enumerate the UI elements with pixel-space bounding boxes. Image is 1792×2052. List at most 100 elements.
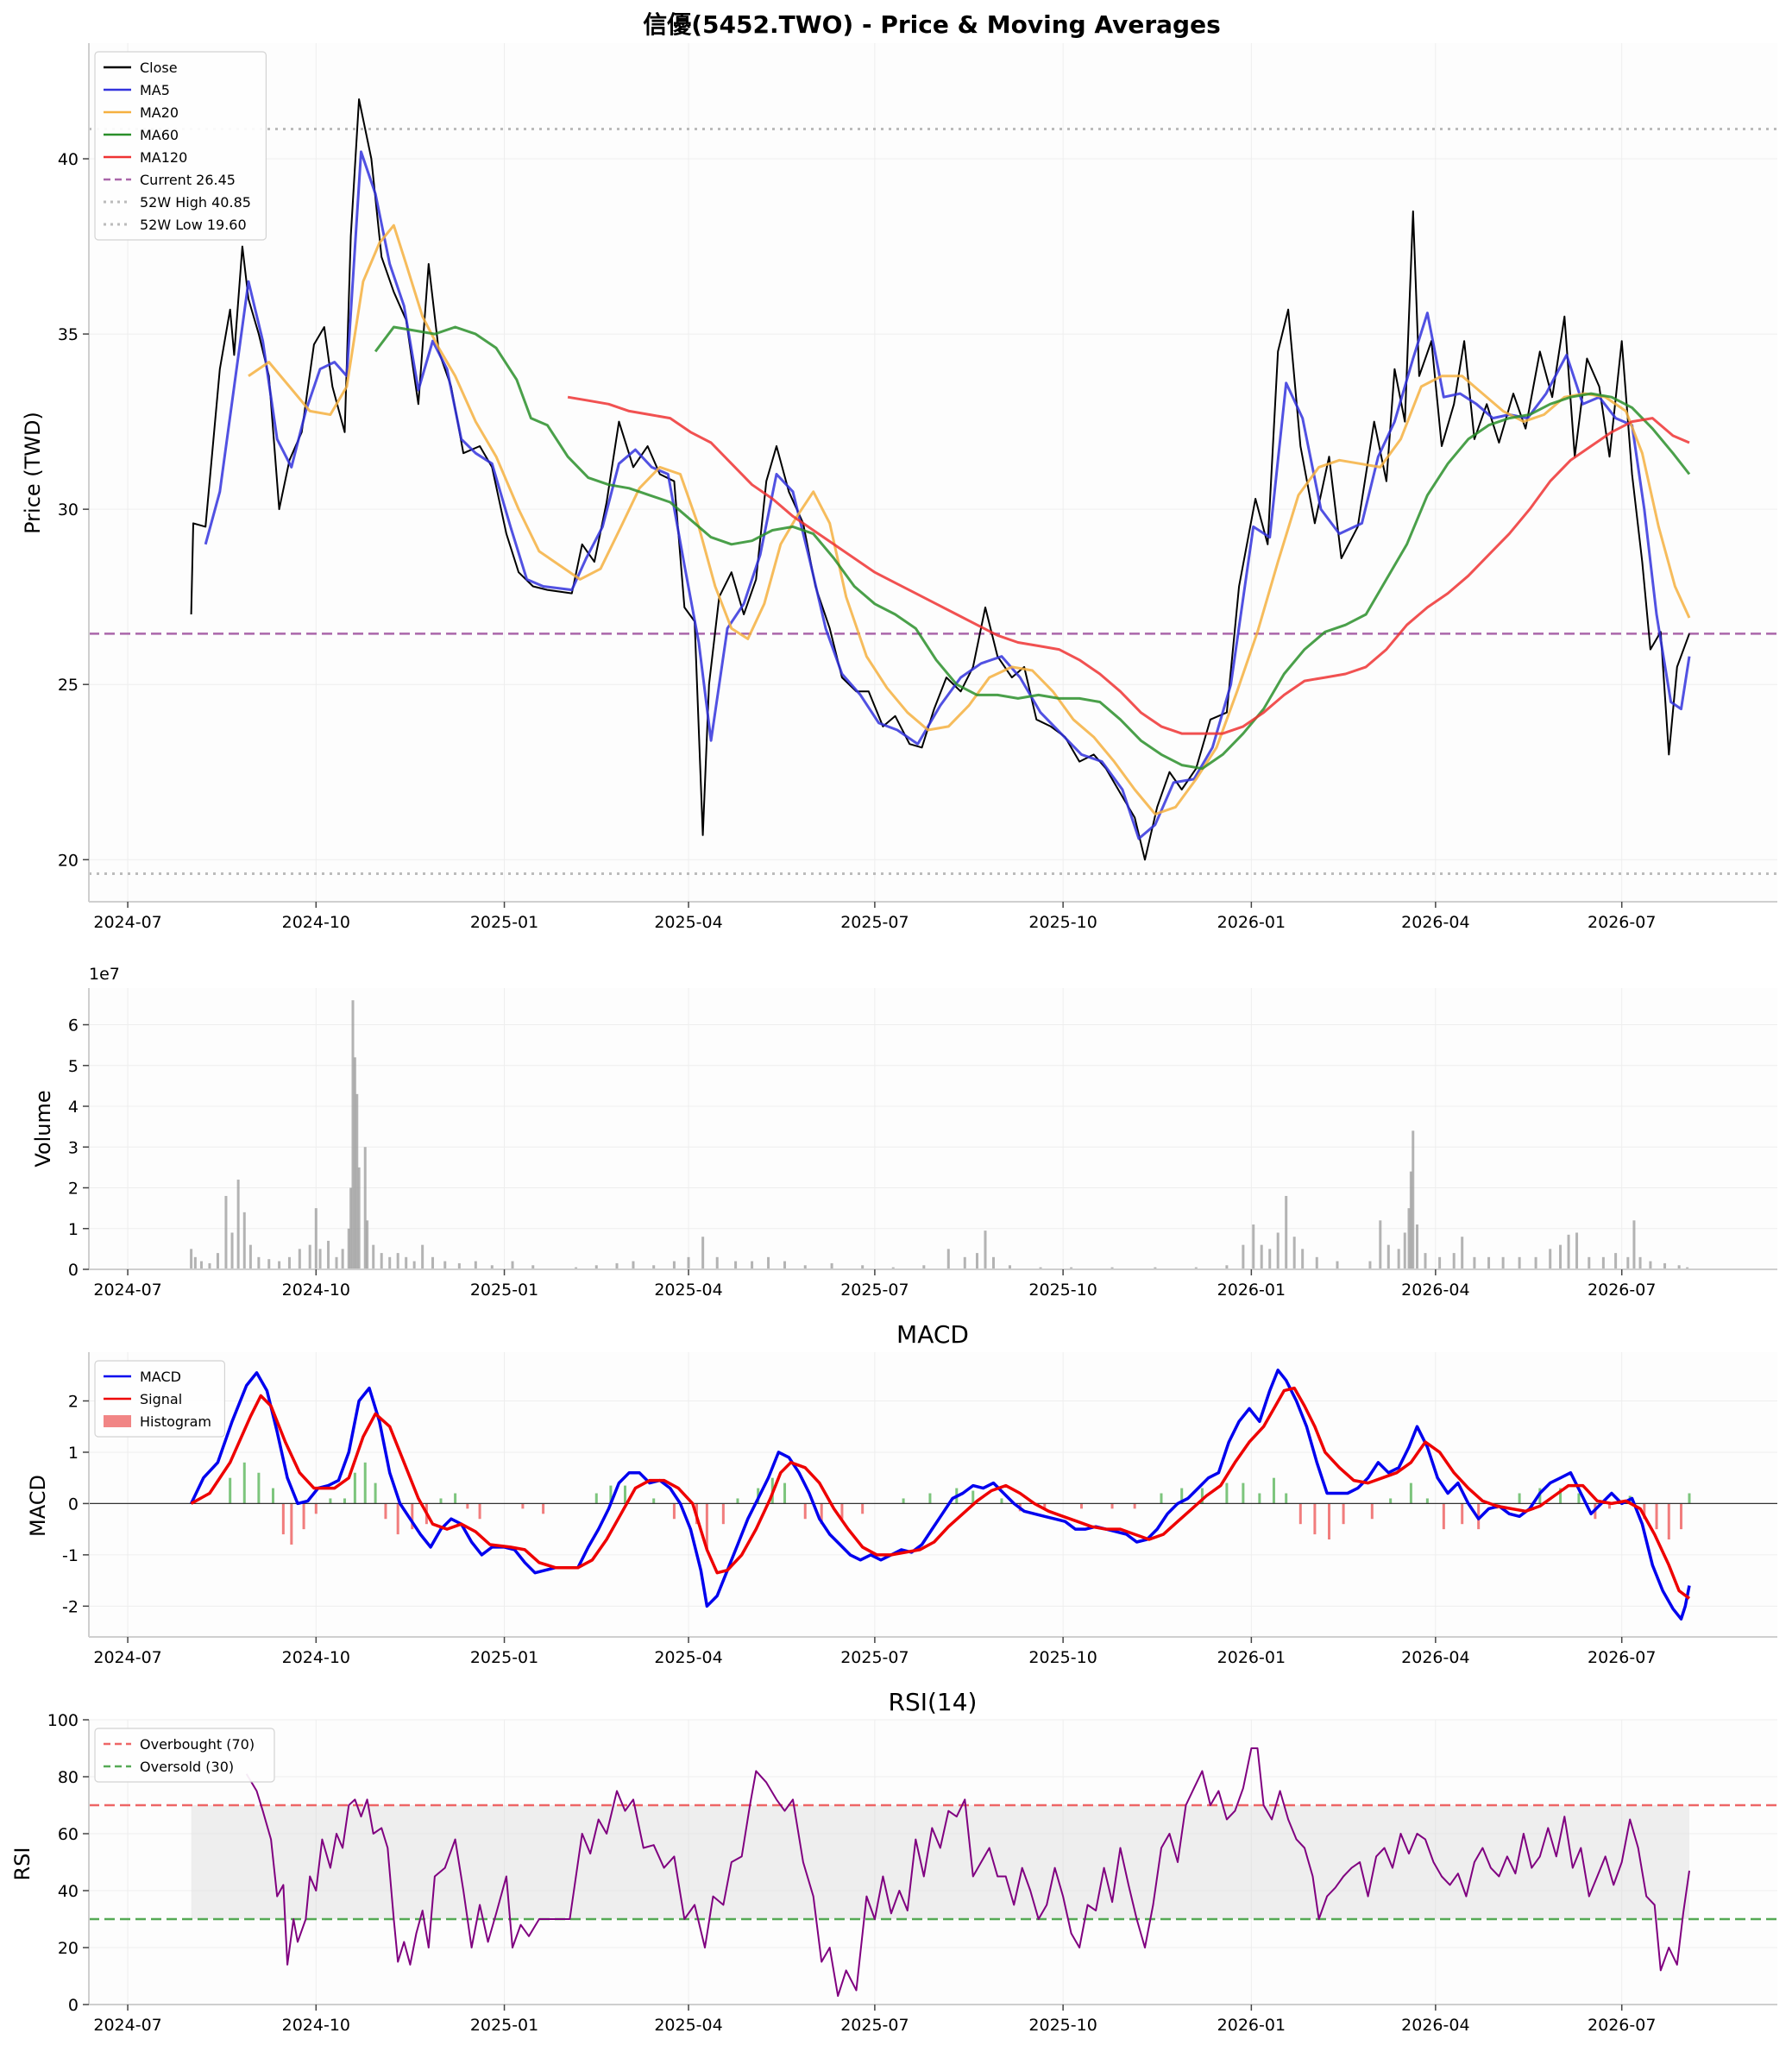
- histogram-bar: [314, 1503, 318, 1514]
- volume-bar: [1575, 1232, 1579, 1269]
- volume-bar: [380, 1253, 383, 1269]
- histogram-bar: [1559, 1488, 1562, 1504]
- x-tick-label: 2024-10: [282, 913, 350, 932]
- histogram-bar: [1285, 1493, 1288, 1504]
- volume-y-ticks: 0 1 2 3 4 5 6: [68, 1017, 89, 1280]
- volume-bar: [257, 1256, 261, 1269]
- volume-bar: [1070, 1267, 1073, 1269]
- rsi-x-ticks: 2024-07 2024-10 2025-01 2025-04 2025-07 2025-…: [93, 2005, 1656, 2035]
- y-tick-label: 1: [68, 1444, 79, 1463]
- histogram-bar: [1079, 1503, 1083, 1509]
- volume-bar: [511, 1261, 514, 1269]
- volume-bar: [412, 1261, 416, 1269]
- histogram-bar: [271, 1488, 274, 1504]
- x-tick-label: 2024-10: [282, 1648, 350, 1667]
- histogram-bar: [257, 1472, 261, 1504]
- volume-bar: [308, 1244, 311, 1269]
- volume-bar: [1242, 1244, 1245, 1269]
- x-tick-label: 2025-01: [470, 1648, 538, 1667]
- rsi-grid: [89, 1719, 1777, 2005]
- volume-bar: [318, 1249, 322, 1269]
- histogram-bar: [1409, 1482, 1412, 1504]
- volume-bar: [298, 1249, 301, 1269]
- y-tick-label: 0: [68, 1261, 79, 1280]
- y-tick-label: 6: [68, 1017, 79, 1035]
- histogram-bar: [971, 1490, 975, 1504]
- y-tick-label: 20: [58, 1939, 79, 1958]
- volume-bars: [190, 1000, 1689, 1269]
- histogram-bar: [353, 1472, 356, 1504]
- volume-bar: [963, 1256, 966, 1269]
- volume-bar: [1268, 1249, 1272, 1269]
- y-tick-label: -1: [62, 1546, 79, 1565]
- rsi-y-axis-label: RSI: [10, 1847, 35, 1881]
- volume-bar: [1626, 1256, 1630, 1269]
- x-tick-label: 2026-07: [1588, 1648, 1656, 1667]
- legend-label: 52W Low 19.60: [140, 217, 247, 233]
- x-tick-label: 2026-07: [1588, 1281, 1656, 1300]
- x-tick-label: 2026-04: [1401, 2016, 1469, 2035]
- volume-bar: [287, 1256, 291, 1269]
- legend-label: MA5: [140, 82, 170, 98]
- volume-bar: [490, 1265, 494, 1269]
- histogram-bar: [1655, 1503, 1658, 1530]
- rsi-plot-area: [89, 1720, 1777, 2005]
- x-tick-label: 2024-07: [93, 2016, 161, 2035]
- legend-label: MA120: [140, 149, 187, 166]
- x-tick-label: 2024-07: [93, 913, 161, 932]
- histogram-bar: [1680, 1503, 1683, 1530]
- volume-bar: [1461, 1237, 1464, 1269]
- legend-label: MACD: [140, 1369, 181, 1385]
- histogram-bar: [1518, 1493, 1521, 1504]
- volume-bar: [353, 1057, 356, 1269]
- volume-bar: [1614, 1253, 1618, 1269]
- legend-box: [94, 51, 267, 241]
- histogram-bar: [594, 1493, 598, 1504]
- volume-bar: [1663, 1262, 1667, 1269]
- histogram-bar: [1133, 1503, 1136, 1509]
- histogram-bar: [281, 1503, 285, 1535]
- volume-bar: [1588, 1256, 1591, 1269]
- price-plot-area: [89, 43, 1777, 902]
- volume-bar: [351, 1000, 355, 1269]
- volume-bar: [1518, 1256, 1521, 1269]
- histogram-bar: [411, 1503, 414, 1530]
- rsi-threshold-lines: [89, 1803, 1777, 1921]
- legend-box: [94, 1728, 275, 1783]
- x-tick-label: 2025-01: [470, 1281, 538, 1300]
- volume-bar: [1677, 1265, 1681, 1269]
- volume-offset-label: 1e7: [89, 965, 120, 984]
- volume-bar: [1438, 1256, 1442, 1269]
- x-tick-label: 2026-01: [1217, 1648, 1286, 1667]
- x-tick-label: 2025-07: [840, 1648, 909, 1667]
- price-x-ticks: 2024-07 2024-10 2025-01 2025-04 2025-07 2025-…: [93, 902, 1656, 932]
- x-tick-label: 2025-04: [654, 913, 722, 932]
- volume-bar: [891, 1267, 895, 1269]
- histogram-bar: [736, 1498, 739, 1504]
- volume-bar: [1452, 1253, 1456, 1269]
- volume-bar: [575, 1267, 578, 1269]
- volume-bar: [1386, 1244, 1390, 1269]
- volume-bar: [946, 1249, 950, 1269]
- volume-bar: [1487, 1256, 1491, 1269]
- volume-bar: [355, 1093, 359, 1269]
- volume-bar: [1409, 1171, 1412, 1269]
- x-tick-label: 2026-04: [1401, 913, 1469, 932]
- volume-bar: [701, 1237, 705, 1269]
- histogram-bar: [1258, 1493, 1261, 1504]
- volume-bar: [230, 1232, 234, 1269]
- volume-bar: [734, 1261, 738, 1269]
- volume-bar: [1285, 1195, 1288, 1269]
- series-line-macd: [190, 1369, 1691, 1621]
- x-tick-label: 2025-04: [654, 1281, 722, 1300]
- rsi-legend: Overbought (70) Oversold (30): [94, 1728, 275, 1783]
- price-reference-lines: [89, 128, 1777, 876]
- volume-grid: [89, 988, 1777, 1270]
- volume-bar: [1008, 1265, 1011, 1269]
- volume-bar: [1638, 1256, 1642, 1269]
- macd-panel: MACD -2 -1 0 1 2 2024-07 2024-10 2025-01 2025-0…: [26, 1320, 1777, 1667]
- volume-bar: [1686, 1267, 1689, 1269]
- series-line-ma60: [374, 325, 1691, 771]
